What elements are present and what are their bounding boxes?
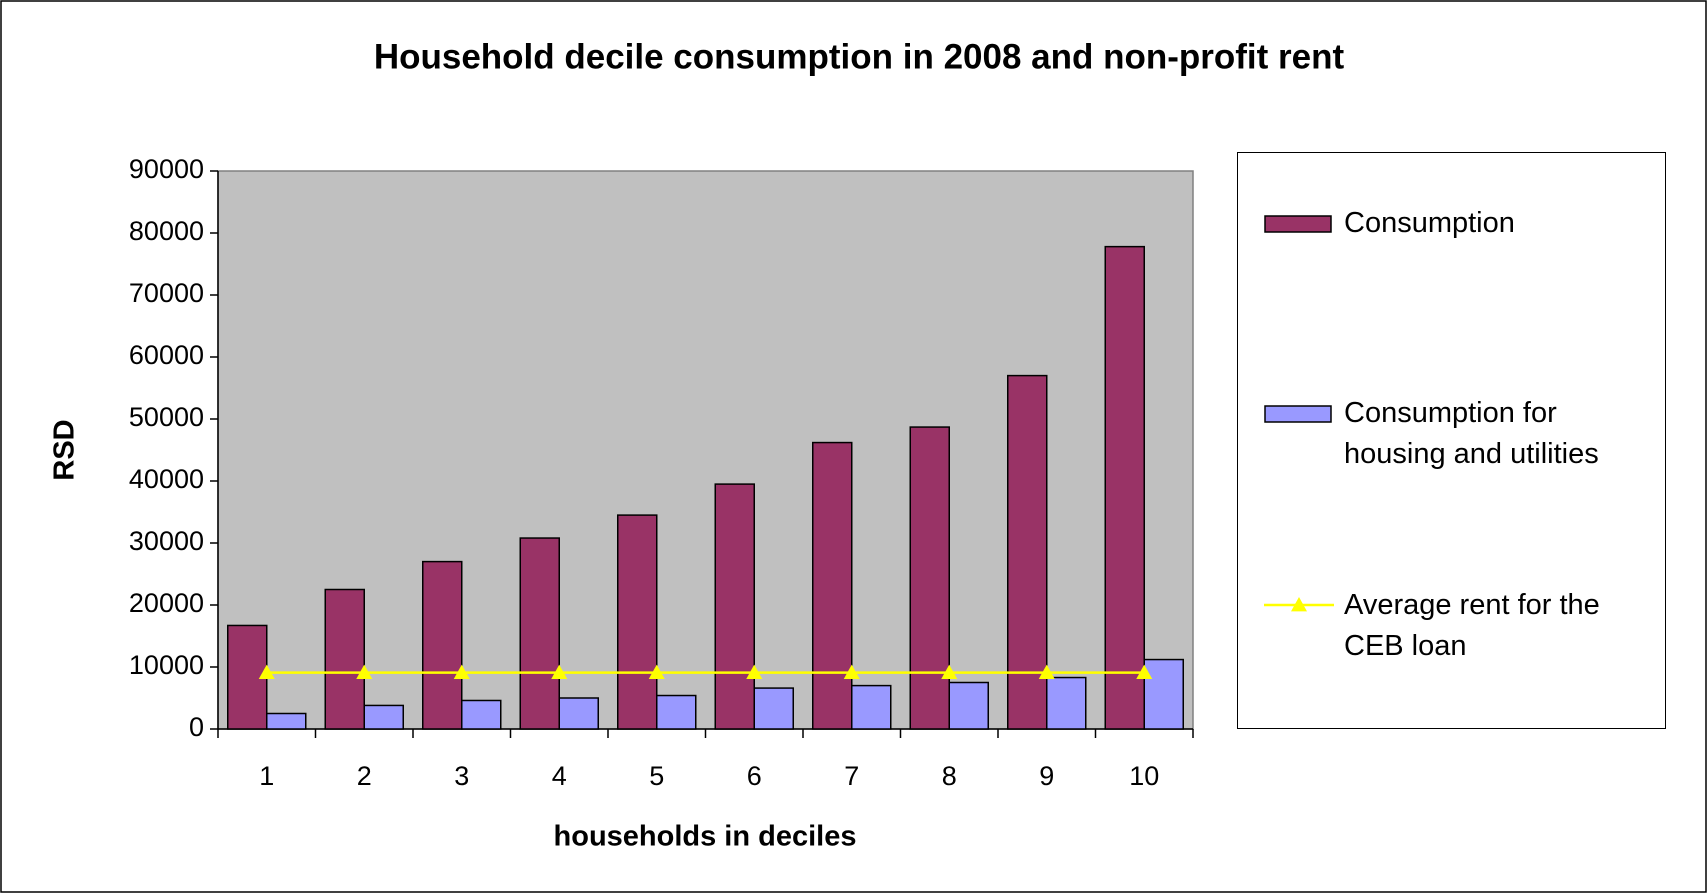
x-tick-label: 4: [552, 761, 567, 791]
legend-item: Average rent for the CEB loan: [1264, 585, 1654, 667]
bar: [266, 712, 307, 730]
line-marker: [551, 664, 568, 679]
line-marker: [258, 664, 275, 679]
line-marker: [1136, 664, 1153, 679]
legend-key: [1264, 405, 1332, 423]
legend-key: [1264, 215, 1332, 233]
y-tick-label: 20000: [129, 588, 204, 618]
bar: [812, 441, 853, 730]
legend-label: Consumption: [1344, 207, 1515, 239]
bar: [558, 697, 599, 730]
y-tick-label: 40000: [129, 464, 204, 494]
y-tick-label: 70000: [129, 278, 204, 308]
legend-label: Average rent for the CEB loan: [1344, 589, 1600, 662]
bar: [714, 483, 755, 730]
bar: [519, 537, 560, 730]
x-tick-label: 3: [454, 761, 469, 791]
bar: [363, 704, 404, 730]
bar: [851, 684, 892, 730]
x-tick-label: 10: [1129, 761, 1159, 791]
bar: [1046, 676, 1087, 730]
legend-marker: [1291, 597, 1307, 612]
y-tick-label: 50000: [129, 402, 204, 432]
line-marker: [941, 664, 958, 679]
bar: [1104, 245, 1145, 730]
x-tick-label: 8: [942, 761, 957, 791]
bar: [324, 588, 365, 730]
legend-swatch: [1264, 215, 1332, 233]
y-axis-label: RSD: [49, 419, 81, 480]
legend-item: Consumption for housing and utilities: [1264, 393, 1654, 475]
y-tick-label: 30000: [129, 526, 204, 556]
line-marker: [746, 664, 763, 679]
line-marker: [1038, 664, 1055, 679]
bar: [461, 699, 502, 730]
bar: [617, 514, 658, 730]
legend-item: Consumption: [1264, 203, 1654, 244]
bar: [656, 694, 697, 730]
x-tick-label: 7: [844, 761, 859, 791]
legend-key: [1264, 597, 1334, 612]
y-tick-label: 0: [189, 712, 204, 742]
x-axis-label: households in deciles: [554, 821, 857, 853]
line-marker: [648, 664, 665, 679]
x-tick-label: 1: [259, 761, 274, 791]
y-tick-label: 60000: [129, 340, 204, 370]
line-marker: [843, 664, 860, 679]
legend-swatch: [1264, 405, 1332, 423]
bar: [909, 426, 950, 730]
chart-title: Household decile consumption in 2008 and…: [374, 37, 1345, 76]
y-tick-label: 80000: [129, 216, 204, 246]
line-marker: [356, 664, 373, 679]
bar: [1007, 374, 1048, 730]
legend-label: Consumption for housing and utilities: [1344, 397, 1599, 470]
y-tick-label: 90000: [129, 154, 204, 184]
bar: [1143, 658, 1184, 730]
x-tick-label: 5: [649, 761, 664, 791]
bar: [948, 681, 989, 730]
bar: [422, 560, 463, 730]
y-tick-label: 10000: [129, 650, 204, 680]
bar: [753, 687, 794, 730]
line-marker: [453, 664, 470, 679]
legend: Consumption Consumption for housing and u…: [1237, 152, 1666, 729]
x-tick-label: 9: [1039, 761, 1054, 791]
x-tick-label: 6: [747, 761, 762, 791]
x-tick-label: 2: [357, 761, 372, 791]
